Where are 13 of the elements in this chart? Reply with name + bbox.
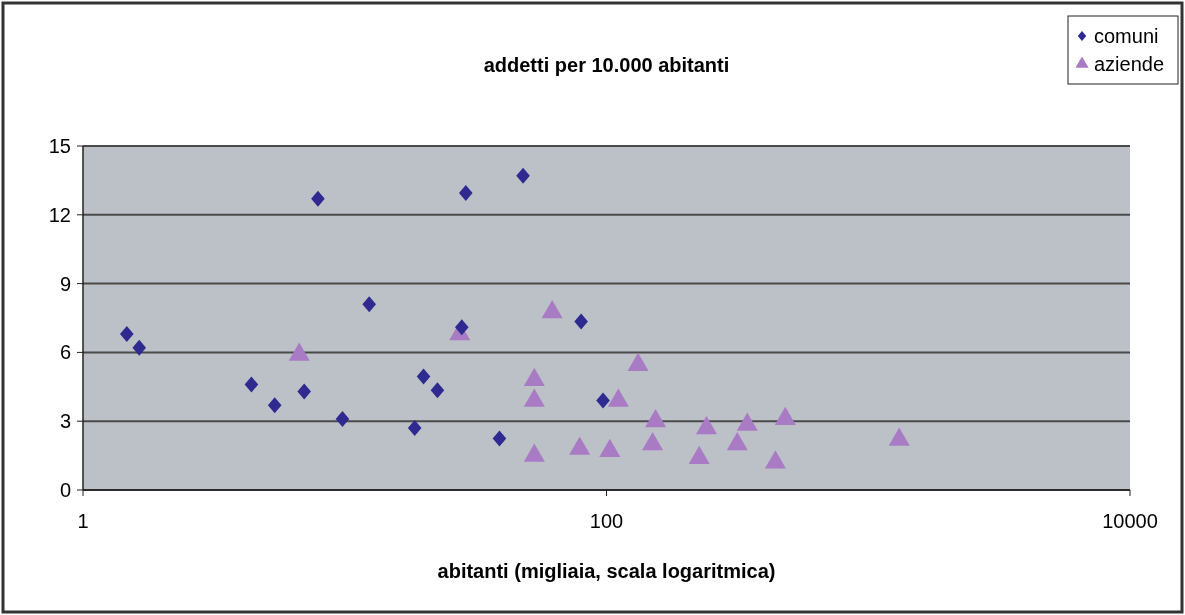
- x-tick-label: 10000: [1102, 510, 1158, 532]
- legend-label: aziende: [1094, 53, 1165, 75]
- y-tick-label: 15: [48, 135, 71, 157]
- legend-label: comuni: [1094, 25, 1159, 47]
- y-tick-label: 6: [59, 341, 71, 364]
- x-axis-title: abitanti (migliaia, scala logaritmica): [437, 560, 776, 582]
- x-tick-label: 1: [77, 510, 89, 532]
- y-tick-label: 12: [48, 203, 71, 226]
- y-tick-label: 9: [59, 272, 71, 295]
- y-tick-label: 0: [59, 479, 71, 501]
- chart-title: addetti per 10.000 abitanti: [483, 54, 730, 76]
- y-tick-label: 3: [59, 410, 71, 433]
- x-tick-label: 100: [589, 510, 624, 532]
